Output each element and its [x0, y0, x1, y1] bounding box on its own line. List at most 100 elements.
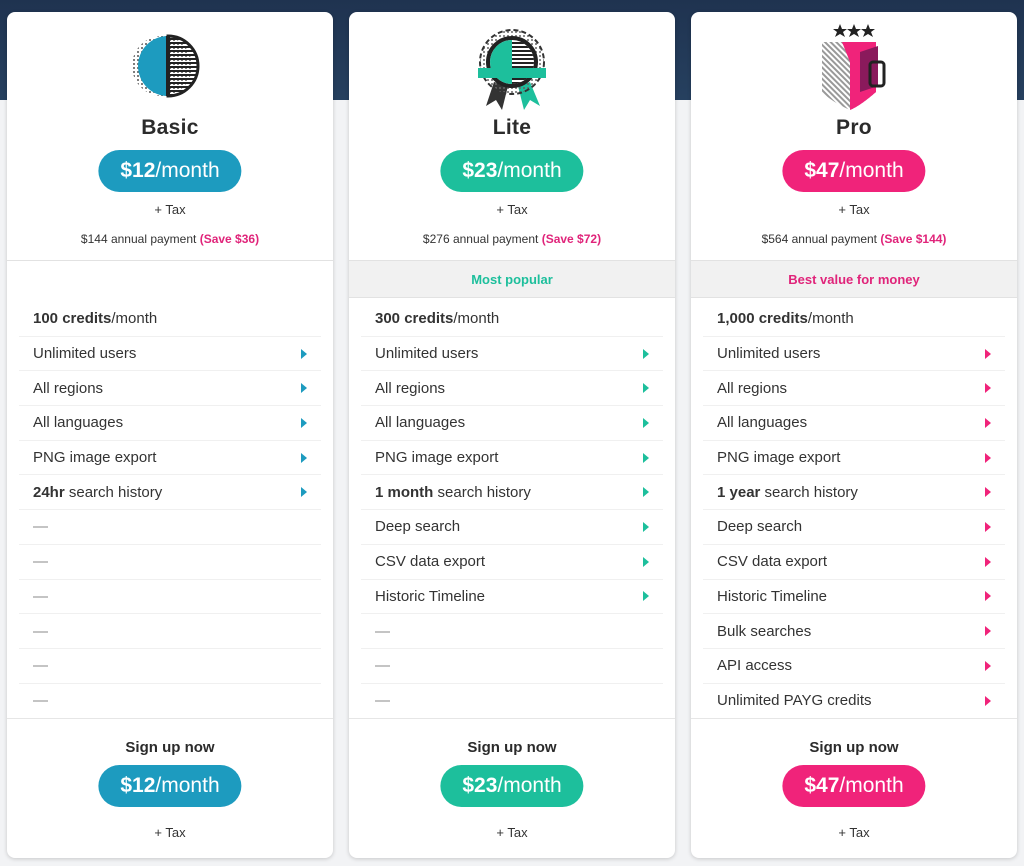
price-amount: $47 — [804, 774, 840, 797]
chevron-right-icon[interactable] — [985, 556, 991, 567]
chevron-right-icon[interactable] — [643, 452, 649, 463]
feature-row[interactable]: Unlimited users — [703, 337, 1005, 372]
feature-text: — — [33, 692, 48, 709]
price-amount: $23 — [462, 159, 498, 182]
chevron-right-icon[interactable] — [643, 487, 649, 498]
feature-label: /month — [807, 310, 854, 328]
feature-row[interactable]: 1 month search history — [361, 475, 663, 511]
chevron-right-icon[interactable] — [643, 521, 649, 532]
price-period: /month — [497, 774, 562, 797]
feature-label: — — [375, 622, 390, 640]
chevron-right-icon[interactable] — [985, 348, 991, 359]
chevron-right-icon[interactable] — [301, 487, 307, 498]
feature-row: — — [19, 684, 321, 719]
chevron-right-icon[interactable] — [643, 556, 649, 567]
chevron-right-icon[interactable] — [985, 383, 991, 394]
feature-text: All regions — [375, 380, 445, 397]
plan-card-lite: Lite $23/month + Tax $276 annual payment… — [349, 12, 675, 858]
feature-row[interactable]: 24hr search history — [19, 475, 321, 511]
plan-card-pro: Pro $47/month + Tax $564 annual payment … — [691, 12, 1017, 858]
chevron-right-icon[interactable] — [643, 591, 649, 602]
feature-label: — — [33, 622, 48, 640]
tax-note: + Tax — [496, 825, 528, 840]
feature-label: — — [33, 518, 48, 536]
chevron-right-icon[interactable] — [985, 591, 991, 602]
tax-note: + Tax — [838, 202, 870, 217]
feature-row[interactable]: CSV data export — [361, 545, 663, 580]
chevron-right-icon[interactable] — [985, 452, 991, 463]
feature-label: CSV data export — [717, 553, 828, 571]
feature-row[interactable]: All languages — [19, 406, 321, 441]
plan-badge: Best value for money — [691, 260, 1017, 298]
feature-row[interactable]: All languages — [703, 406, 1005, 441]
feature-row[interactable]: All languages — [361, 406, 663, 441]
feature-row[interactable]: All regions — [361, 371, 663, 407]
feature-text: All languages — [375, 414, 465, 431]
feature-row[interactable]: Unlimited PAYG credits — [703, 684, 1005, 719]
feature-label: search history — [64, 483, 163, 501]
feature-row[interactable]: PNG image export — [361, 441, 663, 476]
feature-label: search history — [433, 483, 531, 501]
price-button[interactable]: $12/month — [98, 150, 242, 192]
feature-row: 300 credits/month — [361, 302, 663, 337]
price-amount: $47 — [804, 159, 840, 182]
feature-text: PNG image export — [375, 449, 498, 466]
tax-note: + Tax — [154, 202, 186, 217]
feature-highlight: 100 credits — [33, 310, 112, 328]
feature-row[interactable]: All regions — [703, 371, 1005, 407]
feature-text: 24hr search history — [33, 484, 162, 501]
chevron-right-icon[interactable] — [985, 521, 991, 532]
feature-label: CSV data export — [375, 553, 486, 571]
chevron-right-icon[interactable] — [643, 348, 649, 359]
signup-price-button[interactable]: $23/month — [440, 765, 584, 807]
chevron-right-icon[interactable] — [643, 417, 649, 428]
feature-label: — — [33, 657, 48, 675]
feature-text: 1,000 credits/month — [717, 310, 854, 327]
tax-note: + Tax — [496, 202, 528, 217]
feature-label: Unlimited users — [33, 345, 137, 363]
chevron-right-icon[interactable] — [301, 348, 307, 359]
feature-text: — — [33, 553, 48, 570]
signup-price-button[interactable]: $12/month — [98, 765, 242, 807]
feature-row: — — [361, 649, 663, 684]
feature-row[interactable]: CSV data export — [703, 545, 1005, 580]
feature-row[interactable]: Historic Timeline — [361, 580, 663, 615]
tax-note: + Tax — [838, 825, 870, 840]
feature-label: All languages — [717, 414, 808, 432]
feature-row[interactable]: Unlimited users — [361, 337, 663, 372]
chevron-right-icon[interactable] — [643, 383, 649, 394]
feature-text: API access — [717, 657, 792, 674]
annual-save: (Save $36) — [199, 232, 260, 246]
chevron-right-icon[interactable] — [301, 383, 307, 394]
feature-text: PNG image export — [717, 449, 840, 466]
feature-row[interactable]: Deep search — [703, 510, 1005, 545]
feature-row[interactable]: Deep search — [361, 510, 663, 545]
price-button[interactable]: $47/month — [782, 150, 926, 192]
feature-label: — — [375, 692, 390, 710]
feature-row[interactable]: Bulk searches — [703, 614, 1005, 649]
chevron-right-icon[interactable] — [985, 695, 991, 706]
chevron-right-icon[interactable] — [985, 626, 991, 637]
feature-row[interactable]: 1 year search history — [703, 475, 1005, 511]
feature-row: — — [19, 580, 321, 615]
feature-row[interactable]: API access — [703, 649, 1005, 684]
feature-row[interactable]: All regions — [19, 371, 321, 407]
chevron-right-icon[interactable] — [985, 487, 991, 498]
chevron-right-icon[interactable] — [301, 452, 307, 463]
feature-label: Bulk searches — [717, 622, 812, 640]
feature-row[interactable]: PNG image export — [19, 441, 321, 476]
chevron-right-icon[interactable] — [985, 660, 991, 671]
feature-row[interactable]: Unlimited users — [19, 337, 321, 372]
feature-label: Unlimited users — [717, 345, 821, 363]
feature-row[interactable]: PNG image export — [703, 441, 1005, 476]
price-period: /month — [839, 774, 904, 797]
feature-text: All languages — [33, 414, 123, 431]
feature-label: — — [33, 553, 48, 571]
price-button[interactable]: $23/month — [440, 150, 584, 192]
feature-row: — — [19, 614, 321, 649]
feature-text: Historic Timeline — [717, 588, 827, 605]
chevron-right-icon[interactable] — [301, 417, 307, 428]
signup-price-button[interactable]: $47/month — [782, 765, 926, 807]
chevron-right-icon[interactable] — [985, 417, 991, 428]
feature-row[interactable]: Historic Timeline — [703, 580, 1005, 615]
